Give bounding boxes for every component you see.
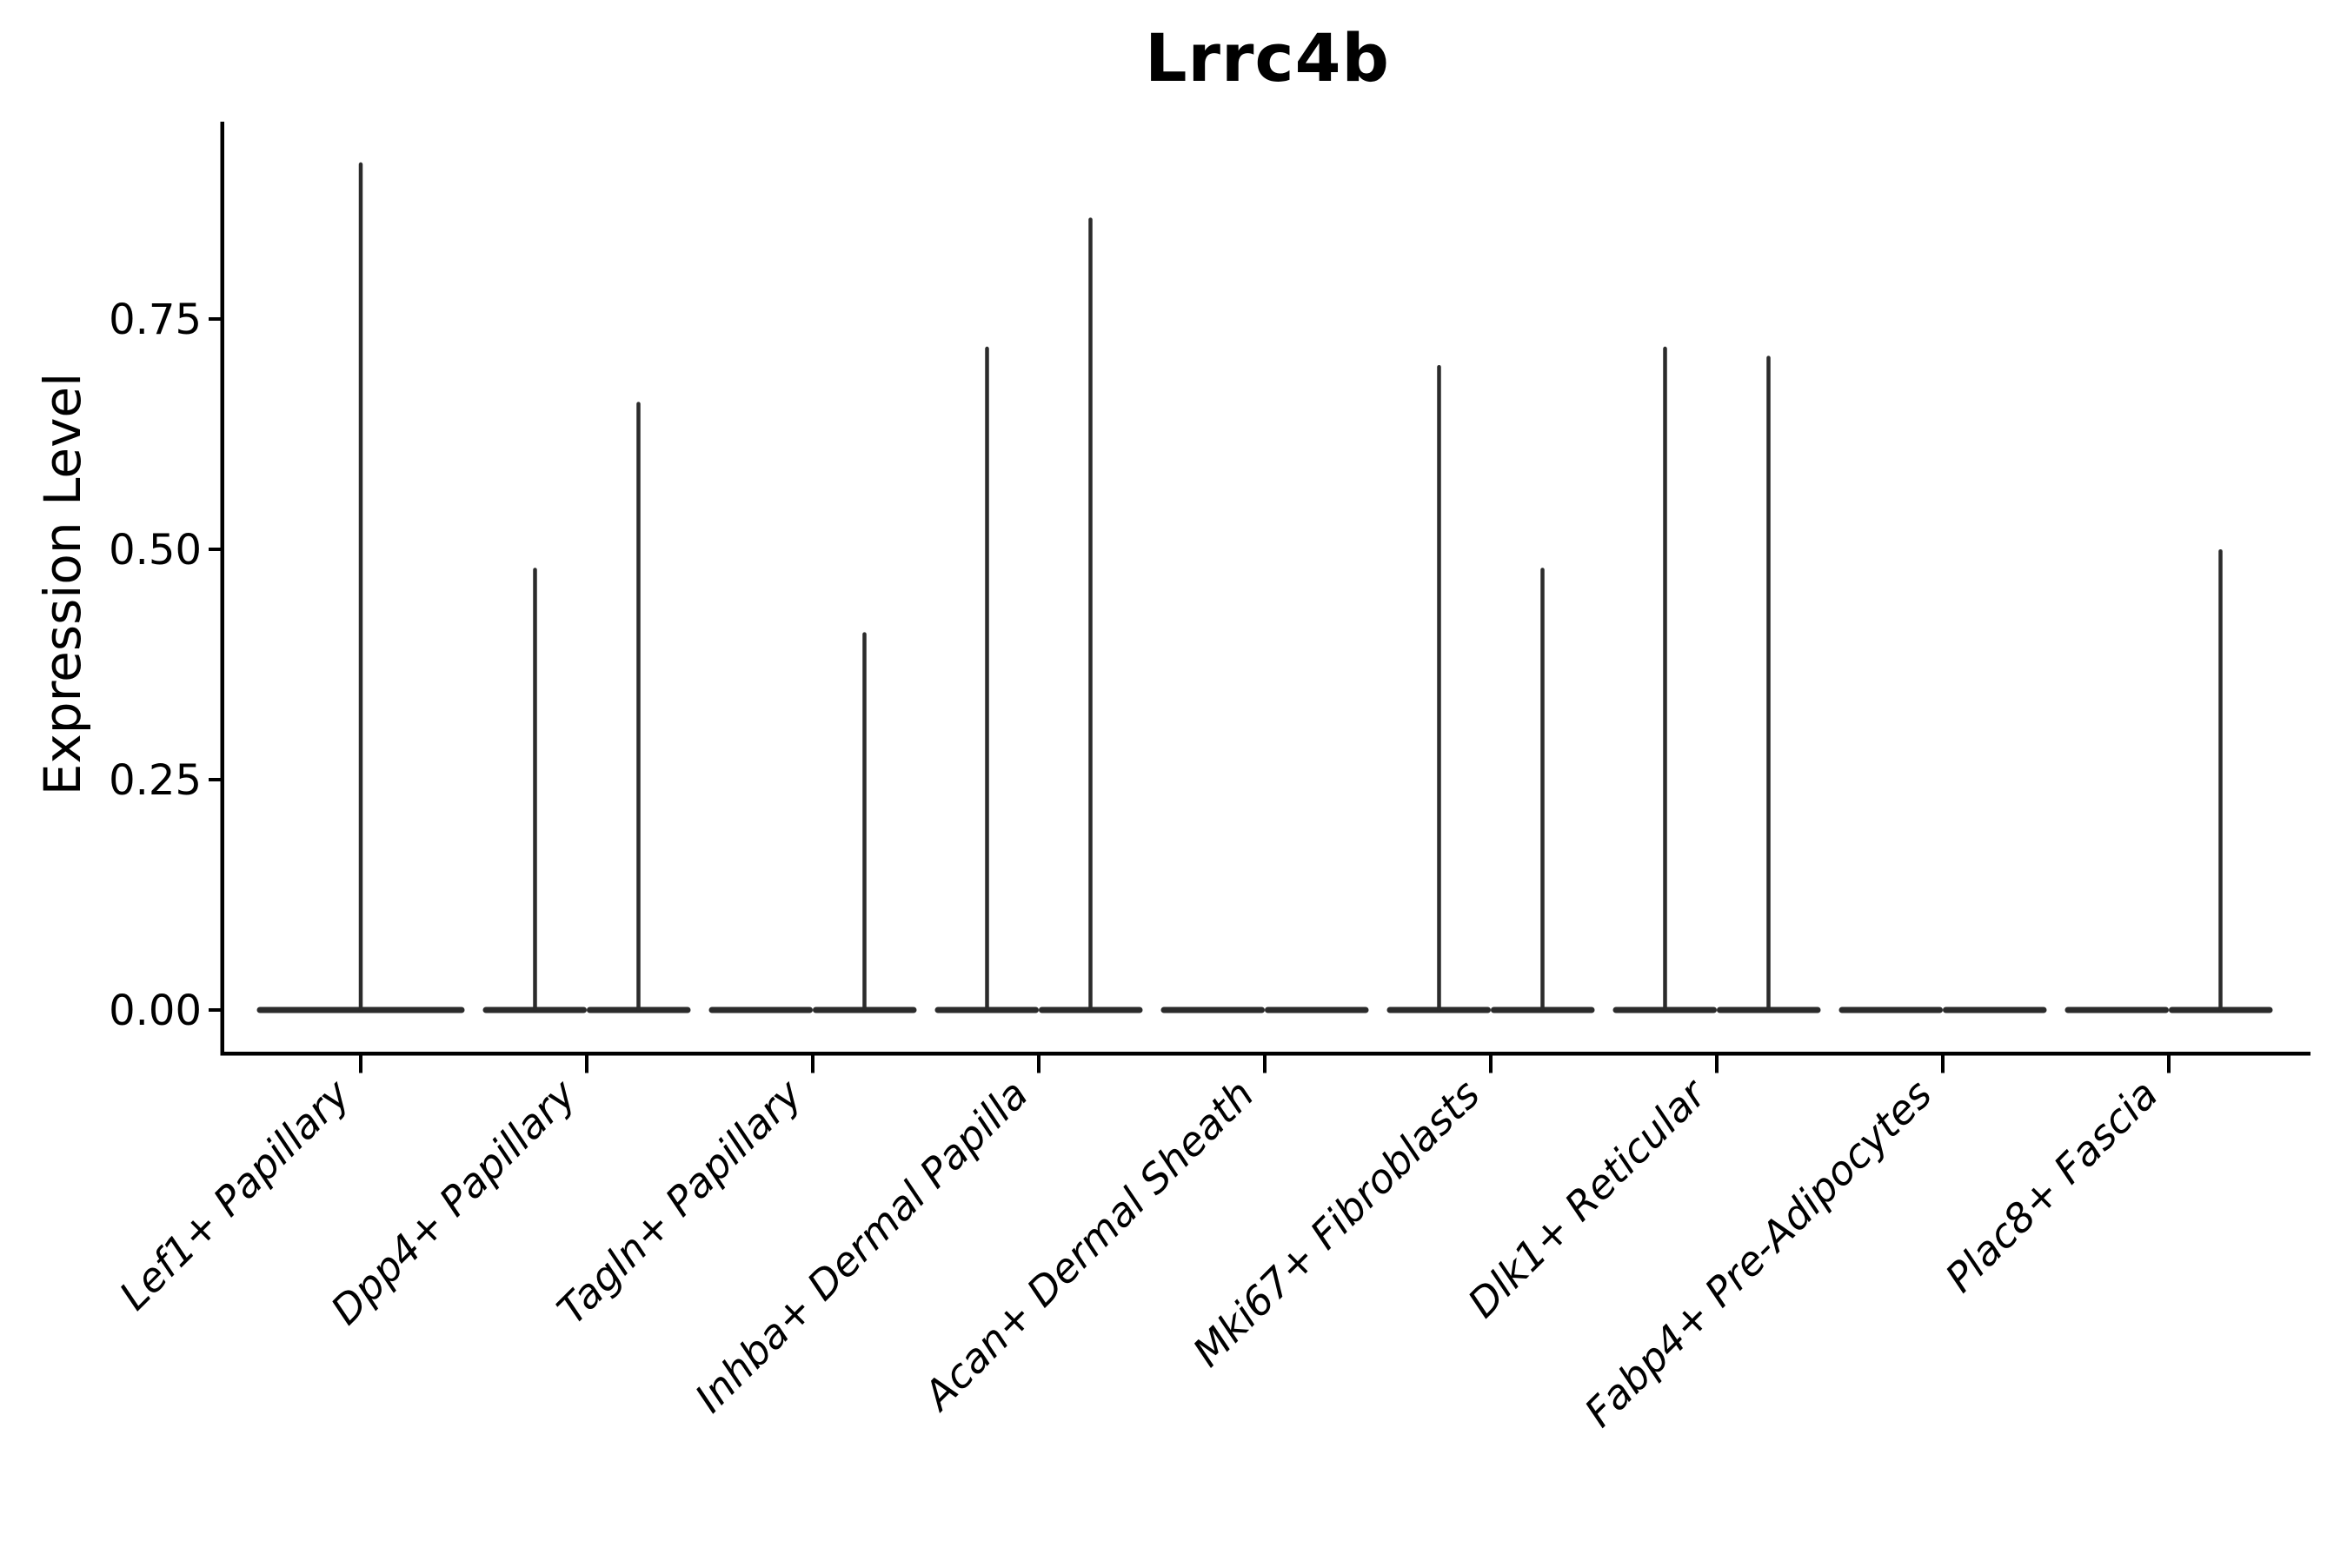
y-axis-spine [220, 122, 224, 1056]
x-tick-label: Lef1+ Papillary [110, 1070, 359, 1319]
x-tick-label: Dlk1+ Reticular [1459, 1068, 1717, 1326]
x-tick-mark [1489, 1055, 1493, 1073]
violin-max-spike [636, 402, 641, 1012]
y-tick-label: 0.25 [109, 756, 202, 805]
y-axis-label: Expression Level [33, 372, 92, 796]
violin-max-spike [1437, 365, 1441, 1012]
violin-max-spike [1540, 568, 1545, 1012]
x-tick-label: Dpp4+ Papillary [322, 1070, 585, 1333]
violin-body [2064, 1007, 2169, 1013]
x-tick-mark [1037, 1055, 1041, 1073]
violin-body [1838, 1007, 1943, 1013]
y-tick-mark [209, 1008, 224, 1012]
violin-max-spike [862, 632, 867, 1012]
x-axis-spine [220, 1052, 2310, 1056]
x-tick-mark [1941, 1055, 1945, 1073]
violin-body [708, 1007, 813, 1013]
x-tick-label: Tagln+ Papillary [548, 1070, 811, 1333]
violin-max-spike [533, 568, 537, 1012]
x-tick-mark [1715, 1055, 1719, 1073]
x-tick-mark [1263, 1055, 1267, 1073]
violin-body [1265, 1007, 1369, 1013]
y-tick-mark [209, 548, 224, 551]
chart-title: Lrrc4b [1145, 19, 1390, 96]
x-tick-mark [359, 1055, 362, 1073]
y-tick-mark [209, 778, 224, 781]
x-tick-mark [811, 1055, 814, 1073]
y-tick-label: 0.00 [109, 987, 202, 1035]
violin-body [1943, 1007, 2047, 1013]
y-tick-label: 0.75 [109, 296, 202, 344]
y-tick-mark [209, 317, 224, 321]
violin-max-spike [985, 346, 989, 1012]
violin-max-spike [1663, 346, 1667, 1012]
x-tick-mark [2167, 1055, 2171, 1073]
violin-max-spike [1766, 355, 1771, 1012]
violin-body [1160, 1007, 1265, 1013]
x-tick-label: Plac8+ Fascia [1936, 1071, 2166, 1301]
y-tick-label: 0.50 [109, 526, 202, 575]
violin-max-spike [1088, 217, 1093, 1012]
x-tick-mark [585, 1055, 588, 1073]
violin-max-spike [2218, 549, 2223, 1012]
violin-max-spike [358, 162, 363, 1013]
